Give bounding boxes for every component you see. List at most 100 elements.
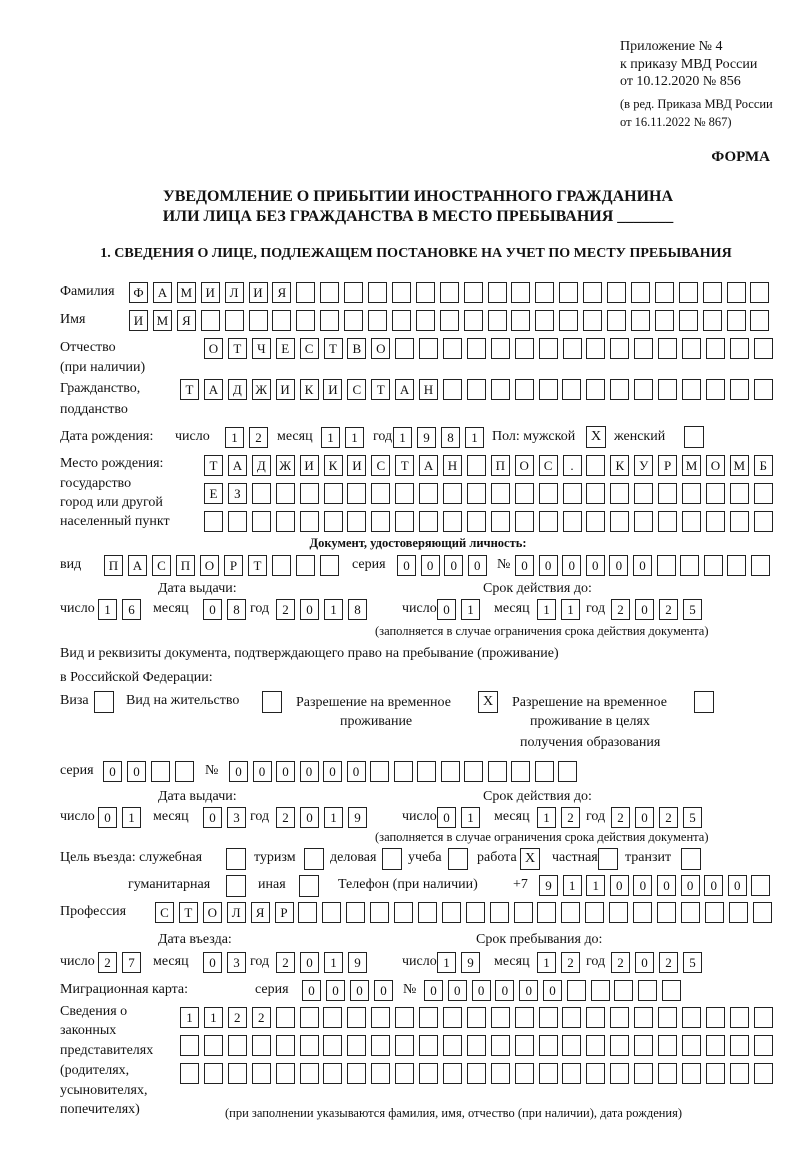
- citizenship-cell[interactable]: [586, 379, 606, 400]
- birthplace-2-cell[interactable]: [347, 483, 367, 504]
- citizenship-cell[interactable]: Ж: [251, 379, 271, 400]
- birthplace-1-cell[interactable]: Д: [251, 455, 271, 476]
- stay-issue-year-cell[interactable]: 9: [348, 807, 367, 828]
- surname-cell[interactable]: [511, 282, 531, 303]
- id-valid-year-cell[interactable]: 2: [659, 599, 678, 620]
- profession-cell[interactable]: [394, 902, 413, 923]
- patronymic-cell[interactable]: [729, 338, 749, 359]
- surname-cell[interactable]: [391, 282, 411, 303]
- profession-cell[interactable]: [728, 902, 748, 923]
- profession-cell[interactable]: [441, 902, 461, 923]
- birthplace-1-cell[interactable]: И: [347, 455, 367, 476]
- citizenship-cell[interactable]: [729, 379, 749, 400]
- birthplace-2-cell[interactable]: [275, 483, 295, 504]
- stay-number-cell[interactable]: [440, 761, 460, 782]
- reps-2-cell[interactable]: [251, 1035, 271, 1056]
- mig-number-cell[interactable]: 0: [519, 980, 539, 1001]
- reps-3-cell[interactable]: [538, 1063, 558, 1084]
- id-valid-year-cell[interactable]: 2: [611, 599, 630, 620]
- birthplace-1-cell[interactable]: А: [419, 455, 439, 476]
- birthplace-1-cell[interactable]: У: [634, 455, 654, 476]
- birthplace-3-cell[interactable]: [395, 511, 415, 532]
- name-cell[interactable]: И: [129, 310, 148, 331]
- birth-year-cell[interactable]: 8: [441, 427, 460, 448]
- stay-number-cell[interactable]: [464, 761, 483, 782]
- id-issue-year-cell[interactable]: 0: [300, 599, 319, 620]
- stay-number-cell[interactable]: [417, 761, 436, 782]
- patronymic-cell[interactable]: [490, 338, 510, 359]
- reps-1-cell[interactable]: [299, 1007, 319, 1028]
- reps-1-cell[interactable]: [610, 1007, 630, 1028]
- reps-3-cell[interactable]: [562, 1063, 582, 1084]
- reps-2-cell[interactable]: [203, 1035, 223, 1056]
- birthplace-2-cell[interactable]: [538, 483, 558, 504]
- id-kind-cell[interactable]: Т: [248, 555, 267, 576]
- reps-3-cell[interactable]: [729, 1063, 749, 1084]
- citizenship-cell[interactable]: [466, 379, 486, 400]
- mig-number-cell[interactable]: 0: [471, 980, 491, 1001]
- surname-cell[interactable]: [702, 282, 722, 303]
- birthplace-2-cell[interactable]: [466, 483, 486, 504]
- stay-number-cell[interactable]: 0: [323, 761, 342, 782]
- surname-cell[interactable]: И: [200, 282, 220, 303]
- reps-3-cell[interactable]: [251, 1063, 271, 1084]
- surname-cell[interactable]: Я: [272, 282, 292, 303]
- name-cell[interactable]: [654, 310, 674, 331]
- id-valid-month-cell[interactable]: 1: [561, 599, 580, 620]
- surname-cell[interactable]: [463, 282, 483, 303]
- profession-cell[interactable]: [680, 902, 700, 923]
- patronymic-cell[interactable]: В: [347, 338, 367, 359]
- id-valid-year-cell[interactable]: 0: [635, 599, 654, 620]
- reps-1-cell[interactable]: [490, 1007, 510, 1028]
- mig-number-cell[interactable]: 0: [447, 980, 467, 1001]
- surname-cell[interactable]: [726, 282, 746, 303]
- name-cell[interactable]: [607, 310, 626, 331]
- surname-cell[interactable]: [630, 282, 650, 303]
- birthplace-2-cell[interactable]: [251, 483, 271, 504]
- name-cell[interactable]: [296, 310, 316, 331]
- citizenship-cell[interactable]: С: [347, 379, 367, 400]
- id-series-cell[interactable]: 0: [444, 555, 464, 576]
- patronymic-cell[interactable]: [610, 338, 630, 359]
- profession-cell[interactable]: [561, 902, 581, 923]
- reps-3-cell[interactable]: [658, 1063, 677, 1084]
- name-cell[interactable]: [702, 310, 722, 331]
- profession-cell[interactable]: [585, 902, 605, 923]
- reps-2-cell[interactable]: [275, 1035, 295, 1056]
- entry-year-cell[interactable]: 2: [276, 952, 295, 973]
- surname-cell[interactable]: [678, 282, 698, 303]
- surname-cell[interactable]: Ф: [129, 282, 148, 303]
- birthplace-3-cell[interactable]: [490, 511, 510, 532]
- surname-cell[interactable]: [559, 282, 579, 303]
- reps-1-cell[interactable]: [419, 1007, 438, 1028]
- stay-series-cell[interactable]: 0: [103, 761, 122, 782]
- id-kind-cell[interactable]: А: [128, 555, 147, 576]
- stay-valid-year-cell[interactable]: 2: [611, 807, 630, 828]
- patronymic-cell[interactable]: С: [299, 338, 319, 359]
- surname-cell[interactable]: А: [152, 282, 172, 303]
- stay-valid-year-cell[interactable]: 2: [659, 807, 678, 828]
- id-series-cell[interactable]: 0: [467, 555, 487, 576]
- birthplace-3-cell[interactable]: [323, 511, 343, 532]
- stay-until-year-cell[interactable]: 2: [659, 952, 678, 973]
- reps-1-cell[interactable]: [442, 1007, 462, 1028]
- id-number-cell[interactable]: 0: [538, 555, 558, 576]
- birthplace-2-cell[interactable]: [753, 483, 773, 504]
- mig-number-cell[interactable]: 0: [495, 980, 515, 1001]
- checkbox-purpose-transit[interactable]: [681, 848, 701, 870]
- birthplace-1-cell[interactable]: И: [299, 455, 319, 476]
- checkbox-purpose-tourism[interactable]: [304, 848, 324, 870]
- reps-1-cell[interactable]: [658, 1007, 677, 1028]
- profession-cell[interactable]: [537, 902, 557, 923]
- surname-cell[interactable]: [583, 282, 603, 303]
- reps-1-cell[interactable]: [514, 1007, 534, 1028]
- profession-cell[interactable]: [346, 902, 366, 923]
- birthplace-2-cell[interactable]: [371, 483, 391, 504]
- mig-number-cell[interactable]: [590, 980, 610, 1001]
- id-kind-cell[interactable]: П: [104, 555, 123, 576]
- id-number-cell[interactable]: 0: [633, 555, 652, 576]
- id-issue-year-cell[interactable]: 8: [348, 599, 367, 620]
- birthplace-1-cell[interactable]: [466, 455, 486, 476]
- surname-cell[interactable]: [439, 282, 459, 303]
- id-series-cell[interactable]: 0: [397, 555, 416, 576]
